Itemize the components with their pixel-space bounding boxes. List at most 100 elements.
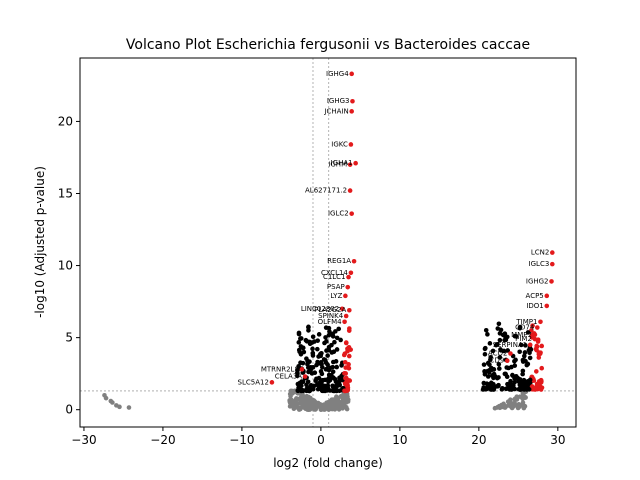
point-ns — [110, 400, 115, 405]
point-ns — [322, 407, 328, 412]
point-sig — [504, 365, 510, 370]
y-tick-label: 5 — [65, 331, 73, 345]
point-ighg3 — [350, 98, 355, 104]
point-sig — [334, 364, 340, 370]
point-sig — [315, 338, 321, 343]
point-sig — [314, 362, 319, 368]
chart-title: Volcano Plot Escherichia fergusonii vs B… — [126, 37, 530, 53]
gene-label: TIMP1 — [515, 318, 537, 326]
x-axis-ticks: −30 −20 −10 0 10 20 30 — [71, 427, 565, 447]
point-sig — [503, 337, 509, 343]
point-sig — [533, 384, 539, 390]
point-sig — [481, 362, 487, 367]
point-sig — [324, 366, 330, 372]
point-sig — [329, 342, 334, 348]
x-tick-label: 30 — [550, 433, 565, 447]
point-sig — [333, 359, 339, 364]
point-sig — [327, 374, 332, 379]
x-axis-label: log2 (fold change) — [273, 456, 383, 470]
gene-label: CD74 — [515, 324, 535, 332]
point-sig — [497, 366, 502, 371]
point-sig — [310, 346, 315, 352]
point-ns — [308, 403, 313, 409]
point-sig — [488, 354, 493, 360]
point-sig — [497, 337, 503, 343]
point-cela3a — [302, 374, 308, 379]
point-sig — [533, 346, 539, 352]
point-sig — [481, 380, 487, 386]
x-tick-label: −10 — [229, 433, 254, 447]
point-ns — [511, 401, 517, 407]
point-sig — [320, 377, 326, 383]
point-sig — [323, 357, 328, 363]
point-sig — [312, 370, 318, 376]
point-sig — [345, 383, 350, 388]
point-sig — [536, 355, 542, 360]
point-sig — [508, 383, 514, 388]
point-sig — [331, 388, 337, 393]
point-sig — [310, 334, 316, 340]
point-sig — [485, 374, 491, 379]
point-sig — [495, 383, 501, 389]
point-sig — [497, 355, 503, 360]
point-ns — [295, 396, 301, 402]
point-ns — [334, 396, 339, 402]
point-sig — [502, 371, 508, 377]
point-sig — [298, 387, 304, 392]
point-sig — [316, 332, 322, 337]
point-sig — [296, 340, 302, 345]
point-sig — [315, 346, 320, 352]
point-sig — [480, 387, 486, 392]
point-sig — [298, 360, 303, 366]
point-sig — [493, 342, 499, 348]
point-sig — [492, 374, 498, 379]
point-c1lc1 — [346, 274, 351, 280]
x-tick-label: −30 — [71, 433, 96, 447]
point-serpina1 — [527, 342, 533, 348]
point-aco2 — [508, 351, 513, 356]
point-sig — [316, 385, 322, 391]
y-tick-label: 10 — [58, 259, 73, 273]
point-olfm4 — [342, 319, 347, 325]
point-sig — [299, 379, 304, 384]
point-sig — [310, 353, 316, 358]
point-ns — [305, 396, 310, 402]
point-ns — [506, 403, 511, 408]
point-sig — [336, 379, 342, 385]
point-sig — [539, 343, 545, 349]
point-sig — [326, 347, 332, 353]
gene-label: OLFM4 — [318, 318, 342, 326]
point-sig — [318, 369, 324, 374]
point-sig — [486, 370, 492, 375]
point-sig — [524, 362, 530, 368]
point-sig — [342, 371, 347, 376]
point-ns — [343, 397, 349, 403]
y-tick-label: 15 — [58, 186, 73, 200]
gene-label: IGHG3 — [327, 97, 350, 105]
point-sig — [506, 386, 511, 392]
point-ns — [328, 398, 333, 404]
point-sig — [536, 351, 542, 357]
gene-label: LYZ — [330, 292, 342, 300]
point-sig — [325, 353, 330, 358]
point-ns — [291, 404, 296, 409]
point-sig — [505, 348, 511, 353]
gene-label: SERPINA1 — [493, 341, 528, 349]
point-ns — [303, 406, 308, 411]
gene-label: CELA3A — [275, 373, 303, 381]
point-sig — [487, 341, 493, 346]
gene-label: SPINK4 — [318, 312, 344, 320]
point-sig — [332, 377, 338, 382]
point-ns — [300, 394, 306, 400]
point-sig — [524, 387, 530, 392]
point-sig — [318, 353, 323, 359]
point-ns — [495, 405, 500, 410]
point-sig — [525, 378, 531, 384]
point-sig — [334, 383, 339, 388]
gene-label: LINC02802 — [301, 305, 339, 313]
point-pla2g2a — [347, 307, 352, 313]
gene-label: CD9 — [490, 357, 505, 365]
point-sig — [307, 385, 313, 390]
gene-label: LCN2 — [531, 249, 549, 257]
